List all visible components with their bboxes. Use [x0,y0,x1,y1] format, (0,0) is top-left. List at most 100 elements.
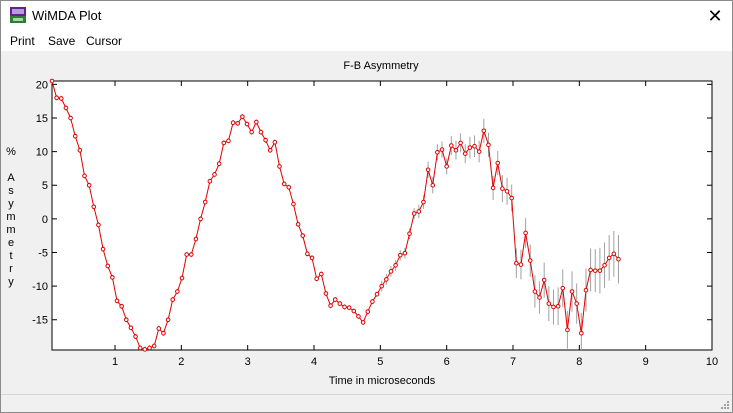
data-point [323,291,329,296]
menu-bar: Print Save Cursor [1,31,732,51]
y-axis-label-char: y [8,198,14,210]
data-point [240,114,245,119]
data-point [319,271,324,277]
data-point [249,129,254,135]
data-point [277,164,282,169]
data-point [179,275,185,281]
x-tick-label: 3 [245,356,251,368]
y-tick-label: -15 [32,315,48,327]
data-point [82,173,87,179]
data-point [523,230,528,236]
y-tick-label: 0 [42,214,48,226]
data-point [379,283,384,289]
data-point [244,121,250,127]
y-tick-label: 10 [36,147,48,159]
data-point [295,221,301,227]
data-point [100,246,106,252]
title-bar[interactable]: WiMDA Plot ✕ [1,1,732,31]
data-point [184,252,189,257]
data-point [462,151,468,156]
y-axis-label-char: t [9,250,12,262]
menu-cursor[interactable]: Cursor [86,34,123,48]
data-point [374,291,380,297]
data-point [49,78,55,84]
y-axis-label-char: e [8,237,14,249]
resize-grip-icon[interactable] [720,400,730,410]
wimda-app-icon [10,7,26,23]
data-point [486,142,491,148]
data-point [170,297,176,302]
data-point [351,308,357,314]
x-tick-label: 5 [377,356,383,368]
data-point [555,303,561,309]
y-axis: 20 15 10 5 0 -5 -10 -15 [32,79,712,327]
data-point [272,139,278,145]
y-axis-label-char: m [6,224,15,236]
data-point [337,301,343,306]
data-point [606,255,612,261]
asymmetry-chart: F-B Asymmetry 20 15 10 5 0 -5 -10 -15 1 2 3 4 5 6 7 8 9… [6,60,718,387]
data-point [54,95,59,101]
x-axis-label: Time in microseconds [329,375,436,387]
data-point [147,345,152,351]
menu-print[interactable]: Print [10,34,35,48]
data-point [430,182,436,188]
data-point [560,285,566,291]
data-point [235,121,241,126]
data-point [444,164,449,169]
data-point [114,298,120,304]
data-point [342,304,347,310]
data-point [58,96,64,101]
data-point [230,120,236,125]
close-icon[interactable]: ✕ [707,6,723,26]
data-point [175,289,180,294]
data-point [569,289,575,294]
data-point [565,327,570,333]
status-bar [1,394,732,412]
data-point [537,295,542,300]
data-point [588,267,593,273]
data-point [579,330,584,336]
data-point [202,199,208,205]
data-point [346,305,352,310]
data-point [397,252,403,258]
data-point [541,277,547,283]
data-point [453,147,459,153]
chart-title: F-B Asymmetry [343,60,419,72]
data-point [142,347,148,352]
data-point [532,289,538,294]
data-point [267,147,273,153]
data-point [221,140,227,146]
data-point [384,277,389,282]
data-point [281,181,287,187]
y-axis-label-char: A [7,172,15,184]
data-point [370,299,375,304]
data-point [518,262,524,267]
data-point [128,325,134,331]
data-point [63,105,69,111]
data-point [592,268,598,273]
plot-area: F-B Asymmetry 20 15 10 5 0 -5 -10 -15 1 2 3 4 5 6 7 8 9… [1,51,732,395]
data-point [77,147,83,153]
y-tick-label: 15 [36,113,48,125]
data-point [328,303,333,308]
data-point [291,201,296,207]
menu-save[interactable]: Save [48,34,76,48]
data-point [105,263,111,269]
data-point [458,140,463,146]
data-point [393,262,398,268]
data-point [476,149,482,154]
data-point [198,216,203,222]
x-tick-label: 4 [311,356,317,368]
x-tick-label: 7 [510,356,516,368]
data-point [91,204,97,210]
data-point [193,236,199,242]
data-point [156,326,162,331]
data-point [583,287,589,293]
data-point [616,256,621,262]
data-point [407,231,412,236]
data-point [472,143,477,149]
data-point [435,149,440,155]
data-point [305,251,310,257]
